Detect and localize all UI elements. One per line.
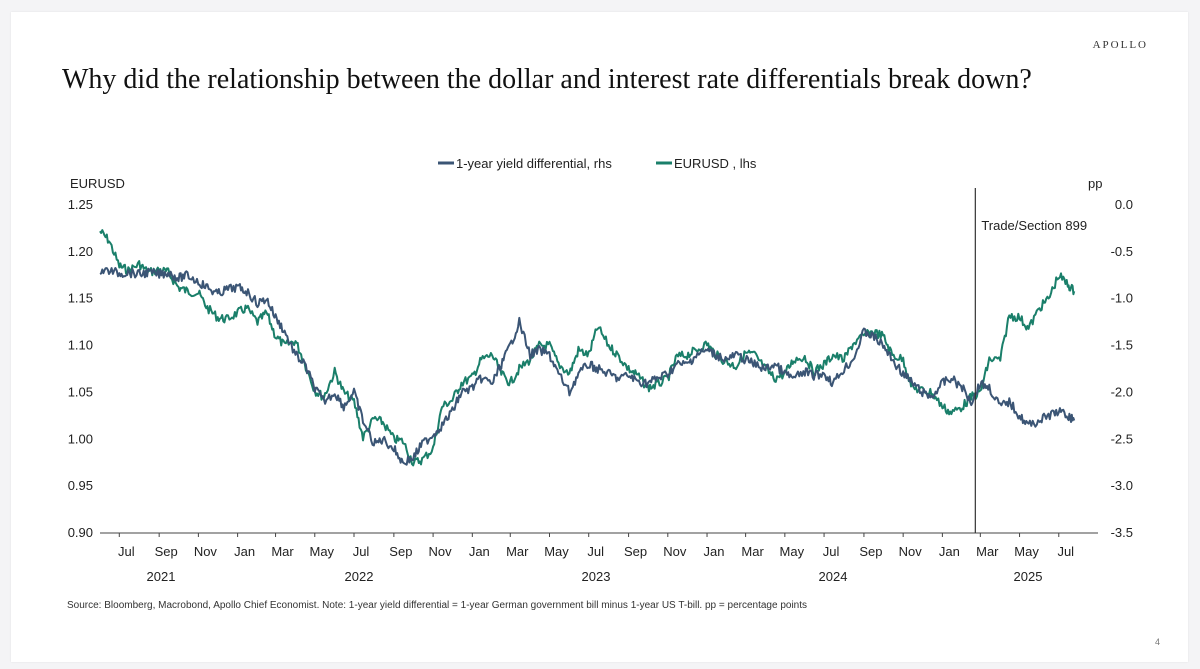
source-note: Source: Bloomberg, Macrobond, Apollo Chi… [67, 600, 808, 611]
x-tick-label: Sep [389, 544, 412, 559]
x-tick-label: May [780, 544, 805, 559]
y-tick-right: 0.0 [1115, 197, 1133, 212]
y-tick-right: -3.0 [1111, 478, 1133, 493]
y-axis-left-label: EURUSD [70, 176, 125, 191]
x-tick-label: Jan [469, 544, 490, 559]
x-tick-label: Mar [976, 544, 999, 559]
y-tick-left: 1.15 [68, 291, 93, 306]
x-tick-label: Sep [155, 544, 178, 559]
y-tick-left: 1.05 [68, 384, 93, 399]
x-year-label: 2021 [147, 569, 176, 584]
x-tick-label: Jan [939, 544, 960, 559]
x-tick-label: May [544, 544, 569, 559]
chart-axes: 1.25 1.20 1.15 1.10 1.05 1.00 0.95 0.90 0.0 -0.5 -… [68, 197, 1133, 584]
x-tick-label: Jul [823, 544, 840, 559]
x-year-label: 2023 [582, 569, 611, 584]
x-tick-label: Jan [234, 544, 255, 559]
x-tick-label: Sep [624, 544, 647, 559]
annotation-label: Trade/Section 899 [981, 218, 1087, 233]
x-year-label: 2022 [345, 569, 374, 584]
x-tick-label: Nov [663, 544, 687, 559]
chart-legend: 1-year yield differential, rhs EURUSD , l… [438, 156, 757, 171]
y-tick-right: -2.0 [1111, 384, 1133, 399]
x-tick-label: May [309, 544, 334, 559]
x-tick-label: May [1014, 544, 1039, 559]
x-tick-label: Nov [194, 544, 218, 559]
series-line-eurusd [99, 229, 1076, 467]
y-tick-left: 1.20 [68, 244, 93, 259]
x-tick-label: Nov [899, 544, 923, 559]
page-number: 4 [1154, 637, 1160, 647]
y-tick-left: 1.10 [68, 338, 93, 353]
page-title: Why did the relationship between the dol… [62, 64, 1032, 95]
plot-area [99, 229, 1076, 467]
y-tick-right: -1.0 [1111, 291, 1133, 306]
x-tick-label: Jul [1057, 544, 1074, 559]
slide: APOLLO Why did the relationship between … [11, 12, 1188, 662]
x-tick-label: Nov [429, 544, 453, 559]
y-tick-left: 1.00 [68, 431, 93, 446]
x-tick-label: Jul [587, 544, 604, 559]
x-tick-label: Sep [859, 544, 882, 559]
x-tick-label: Mar [271, 544, 294, 559]
y-tick-left: 0.95 [68, 478, 93, 493]
y-tick-left: 0.90 [68, 525, 93, 540]
legend-label: EURUSD , lhs [674, 156, 757, 171]
y-tick-right: -0.5 [1111, 244, 1133, 259]
x-tick-label: Jan [704, 544, 725, 559]
y-tick-left: 1.25 [68, 197, 93, 212]
brand-logo: APOLLO [1092, 39, 1148, 51]
x-tick-label: Jul [118, 544, 135, 559]
y-axis-right-label: pp [1088, 176, 1102, 191]
x-tick-label: Jul [353, 544, 370, 559]
x-year-label: 2024 [819, 569, 848, 584]
x-year-label: 2025 [1014, 569, 1043, 584]
y-tick-right: -3.5 [1111, 525, 1133, 540]
annotation: Trade/Section 899 [974, 188, 1087, 533]
series-line-yield-differential [99, 267, 1076, 466]
x-tick-label: Mar [506, 544, 529, 559]
x-tick-label: Mar [741, 544, 764, 559]
y-tick-right: -2.5 [1111, 431, 1133, 446]
y-tick-right: -1.5 [1111, 338, 1133, 353]
legend-label: 1-year yield differential, rhs [456, 156, 612, 171]
